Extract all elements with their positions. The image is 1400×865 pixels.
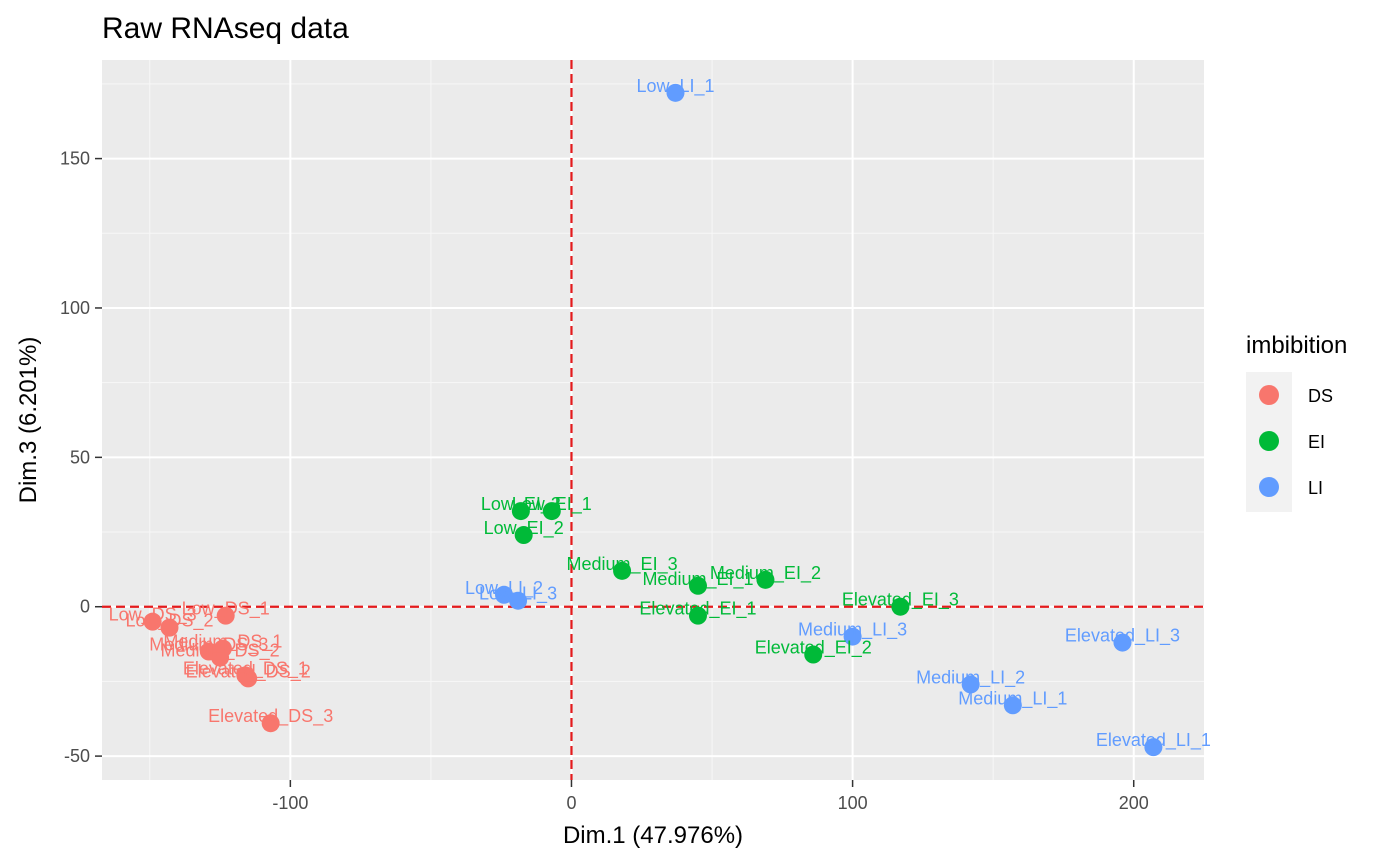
- data-point: [688, 606, 707, 625]
- reference-lines: [102, 60, 1204, 780]
- legend-label: DS: [1308, 386, 1333, 406]
- data-point: [495, 585, 514, 604]
- point-label: Elevated_EI_2: [755, 638, 872, 659]
- legend-title: imbibition: [1246, 332, 1347, 359]
- point-label: Low_EI_2: [484, 518, 564, 539]
- x-tick-label: 100: [838, 793, 868, 813]
- legend-label: LI: [1308, 478, 1323, 498]
- point-label: Medium_LI_2: [916, 667, 1025, 688]
- point-label: Low_LI_3: [479, 584, 557, 605]
- point-label: Low_EI_3: [481, 494, 561, 515]
- legend-key: [1259, 431, 1279, 451]
- data-point: [756, 570, 775, 589]
- y-tick-label: 150: [60, 149, 90, 169]
- y-tick-label: -50: [64, 746, 90, 766]
- data-point: [891, 597, 910, 616]
- x-tick-label: -100: [272, 793, 308, 813]
- data-point: [804, 645, 823, 664]
- y-tick-label: 100: [60, 298, 90, 318]
- data-point: [542, 502, 561, 521]
- points-layer: [143, 83, 1163, 757]
- point-label: Low_LI_2: [465, 578, 543, 599]
- point-label: Medium_LI_1: [958, 688, 1067, 709]
- x-tick-label: 200: [1119, 793, 1149, 813]
- data-point: [199, 642, 218, 661]
- point-label: Low_LI_1: [636, 76, 714, 97]
- data-point: [961, 675, 980, 694]
- x-axis-title: Dim.1 (47.976%): [563, 822, 743, 849]
- point-label: Low_EI_1: [512, 494, 592, 515]
- data-point: [511, 502, 530, 521]
- point-label: Elevated_LI_3: [1065, 626, 1180, 647]
- data-point: [666, 83, 685, 102]
- point-labels-layer: Low_DS_1Low_DS_2Low_DS_3Medium_DS_1Mediu…: [109, 76, 1211, 751]
- data-point: [613, 561, 632, 580]
- point-label: Medium_EI_2: [710, 563, 821, 584]
- y-tick-label: 50: [70, 447, 90, 467]
- y-tick-label: 0: [80, 597, 90, 617]
- legend: imbibition DS EI LI: [1246, 332, 1347, 512]
- data-point: [239, 669, 258, 688]
- data-point: [216, 606, 235, 625]
- point-label: Elevated_EI_1: [639, 599, 756, 620]
- y-axis-title: Dim.3 (6.201%): [15, 337, 42, 504]
- data-point: [688, 576, 707, 595]
- point-label: Medium_DS_2: [161, 641, 280, 662]
- point-label: Elevated_LI_1: [1096, 730, 1211, 751]
- point-label: Medium_EI_3: [567, 554, 678, 575]
- point-label: Medium_LI_3: [798, 620, 907, 641]
- point-label: Medium_DS_1: [163, 632, 282, 653]
- data-point: [514, 526, 533, 545]
- legend-label: EI: [1308, 432, 1325, 452]
- legend-key: [1259, 477, 1279, 497]
- data-point: [1113, 633, 1132, 652]
- grid-minor: [102, 60, 1204, 780]
- data-point: [843, 627, 862, 646]
- chart-title: Raw RNAseq data: [102, 12, 349, 45]
- point-label: Elevated_DS_3: [208, 706, 333, 727]
- legend-entries: DS EI LI: [1259, 385, 1333, 498]
- data-point: [509, 591, 528, 610]
- x-tick-label: 0: [566, 793, 576, 813]
- data-point: [1003, 696, 1022, 715]
- x-axis: -100 0 100 200: [272, 780, 1149, 813]
- y-axis: -50 0 50 100 150: [60, 149, 102, 766]
- point-label: Medium_EI_1: [642, 569, 753, 590]
- point-label: Elevated_DS_2: [186, 661, 311, 682]
- data-point: [261, 714, 280, 733]
- point-label: Elevated_DS_1: [183, 658, 308, 679]
- plot-panel: [102, 60, 1204, 780]
- data-point: [143, 612, 162, 631]
- data-point: [160, 618, 179, 637]
- point-label: Low_DS_2: [125, 611, 213, 632]
- data-point: [1144, 738, 1163, 757]
- point-label: Low_DS_1: [182, 599, 270, 620]
- point-label: Medium_DS_3: [149, 635, 268, 656]
- legend-key: [1259, 385, 1279, 405]
- point-label: Low_DS_3: [109, 605, 197, 626]
- point-label: Elevated_EI_3: [842, 590, 959, 611]
